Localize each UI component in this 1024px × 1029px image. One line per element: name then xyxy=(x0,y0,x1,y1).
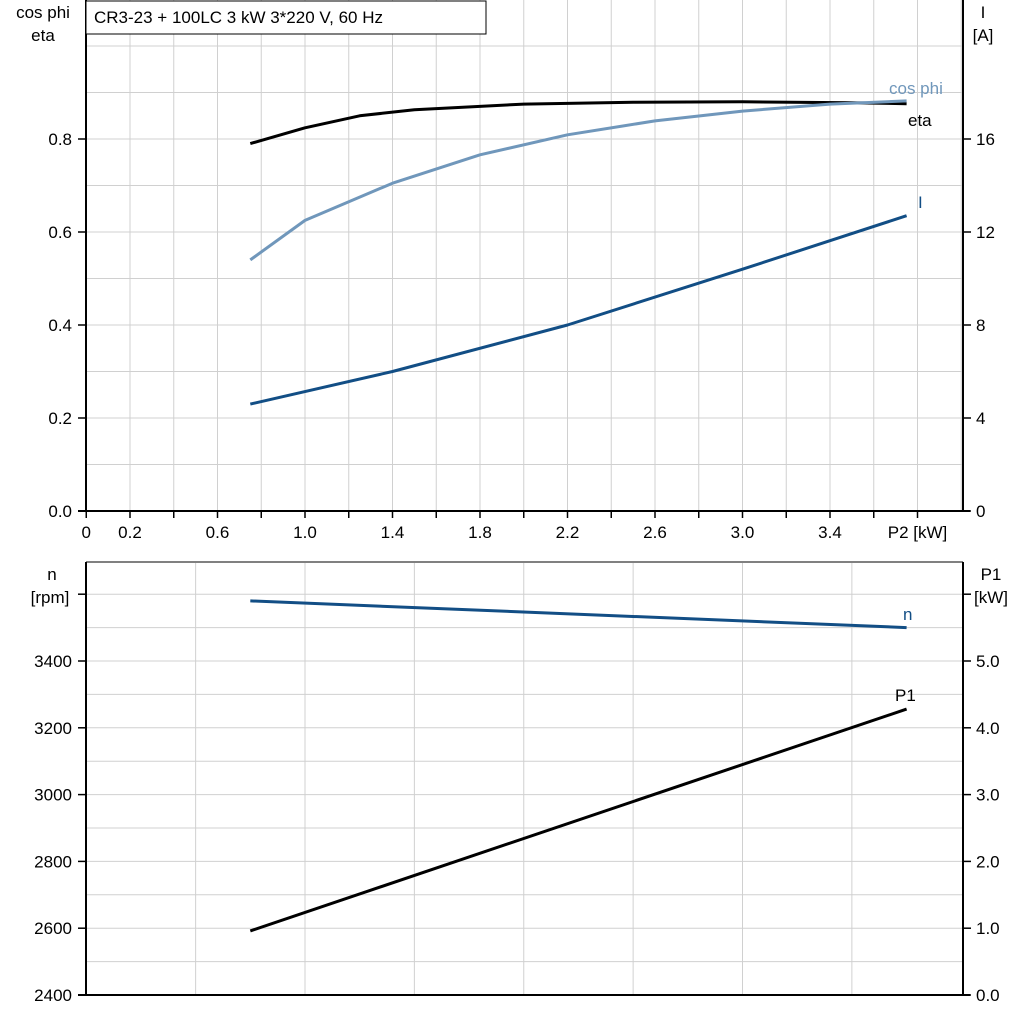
series-line-eta xyxy=(249,100,907,146)
series-label-cos-phi: cos phi xyxy=(889,79,943,98)
x-tick-label: 0.6 xyxy=(206,523,230,542)
y-right-label: I xyxy=(981,3,986,22)
y-left-tick-label: 0.2 xyxy=(48,409,72,428)
series-label-eta: eta xyxy=(908,111,932,130)
y-left-tick-label: 2600 xyxy=(34,919,72,938)
x-tick-label: 2.6 xyxy=(643,523,667,542)
y-right-tick-label: 0.0 xyxy=(976,986,1000,1005)
series-label-I: I xyxy=(918,193,923,212)
x-tick-label: 1.0 xyxy=(293,523,317,542)
x-tick-label: 3.0 xyxy=(731,523,755,542)
y-right-tick-label: 4 xyxy=(976,409,985,428)
y-left-tick-label: 3000 xyxy=(34,786,72,805)
y-left-tick-label: 0.4 xyxy=(48,316,72,335)
y-right-tick-label: 3.0 xyxy=(976,786,1000,805)
series-line-I xyxy=(249,214,908,406)
series-label-P1: P1 xyxy=(895,686,916,705)
x-tick-label: 0.2 xyxy=(118,523,142,542)
y-left-tick-label: 2800 xyxy=(34,852,72,871)
title-box xyxy=(85,0,487,35)
y-right-label: [kW] xyxy=(974,588,1008,607)
y-left-tick-label: 3400 xyxy=(34,652,72,671)
x-tick-label: 2.2 xyxy=(556,523,580,542)
y-right-tick-label: 4.0 xyxy=(976,719,1000,738)
y-right-tick-label: 5.0 xyxy=(976,652,1000,671)
y-right-tick-label: 0 xyxy=(976,502,985,521)
chart-title: CR3-23 + 100LC 3 kW 3*220 V, 60 Hz xyxy=(94,8,383,27)
y-left-tick-label: 2400 xyxy=(34,986,72,1005)
y-left-label: n xyxy=(47,565,56,584)
y-right-tick-label: 16 xyxy=(976,130,995,149)
y-left-label: cos phi xyxy=(16,3,70,22)
series-line-cos-phi xyxy=(249,99,907,262)
y-right-label: P1 xyxy=(981,565,1002,584)
series-line-n xyxy=(250,599,907,630)
y-right-tick-label: 2.0 xyxy=(976,852,1000,871)
y-left-tick-label: 0.6 xyxy=(48,223,72,242)
y-right-tick-label: 8 xyxy=(976,316,985,335)
y-right-tick-label: 1.0 xyxy=(976,919,1000,938)
y-left-tick-label: 3200 xyxy=(34,719,72,738)
x-tick-label: 0 xyxy=(82,523,91,542)
x-tick-label: 3.4 xyxy=(818,523,842,542)
x-tick-label: 1.4 xyxy=(381,523,405,542)
y-left-tick-label: 0.8 xyxy=(48,130,72,149)
y-right-tick-label: 12 xyxy=(976,223,995,242)
series-label-n: n xyxy=(903,605,912,624)
y-left-tick-label: 0.0 xyxy=(48,502,72,521)
x-tick-label: 1.8 xyxy=(468,523,492,542)
y-left-label: [rpm] xyxy=(31,588,70,607)
series-line-P1 xyxy=(249,707,908,933)
y-right-label: [A] xyxy=(973,26,994,45)
y-left-label: eta xyxy=(31,26,55,45)
x-axis-label: P2 [kW] xyxy=(888,523,948,542)
